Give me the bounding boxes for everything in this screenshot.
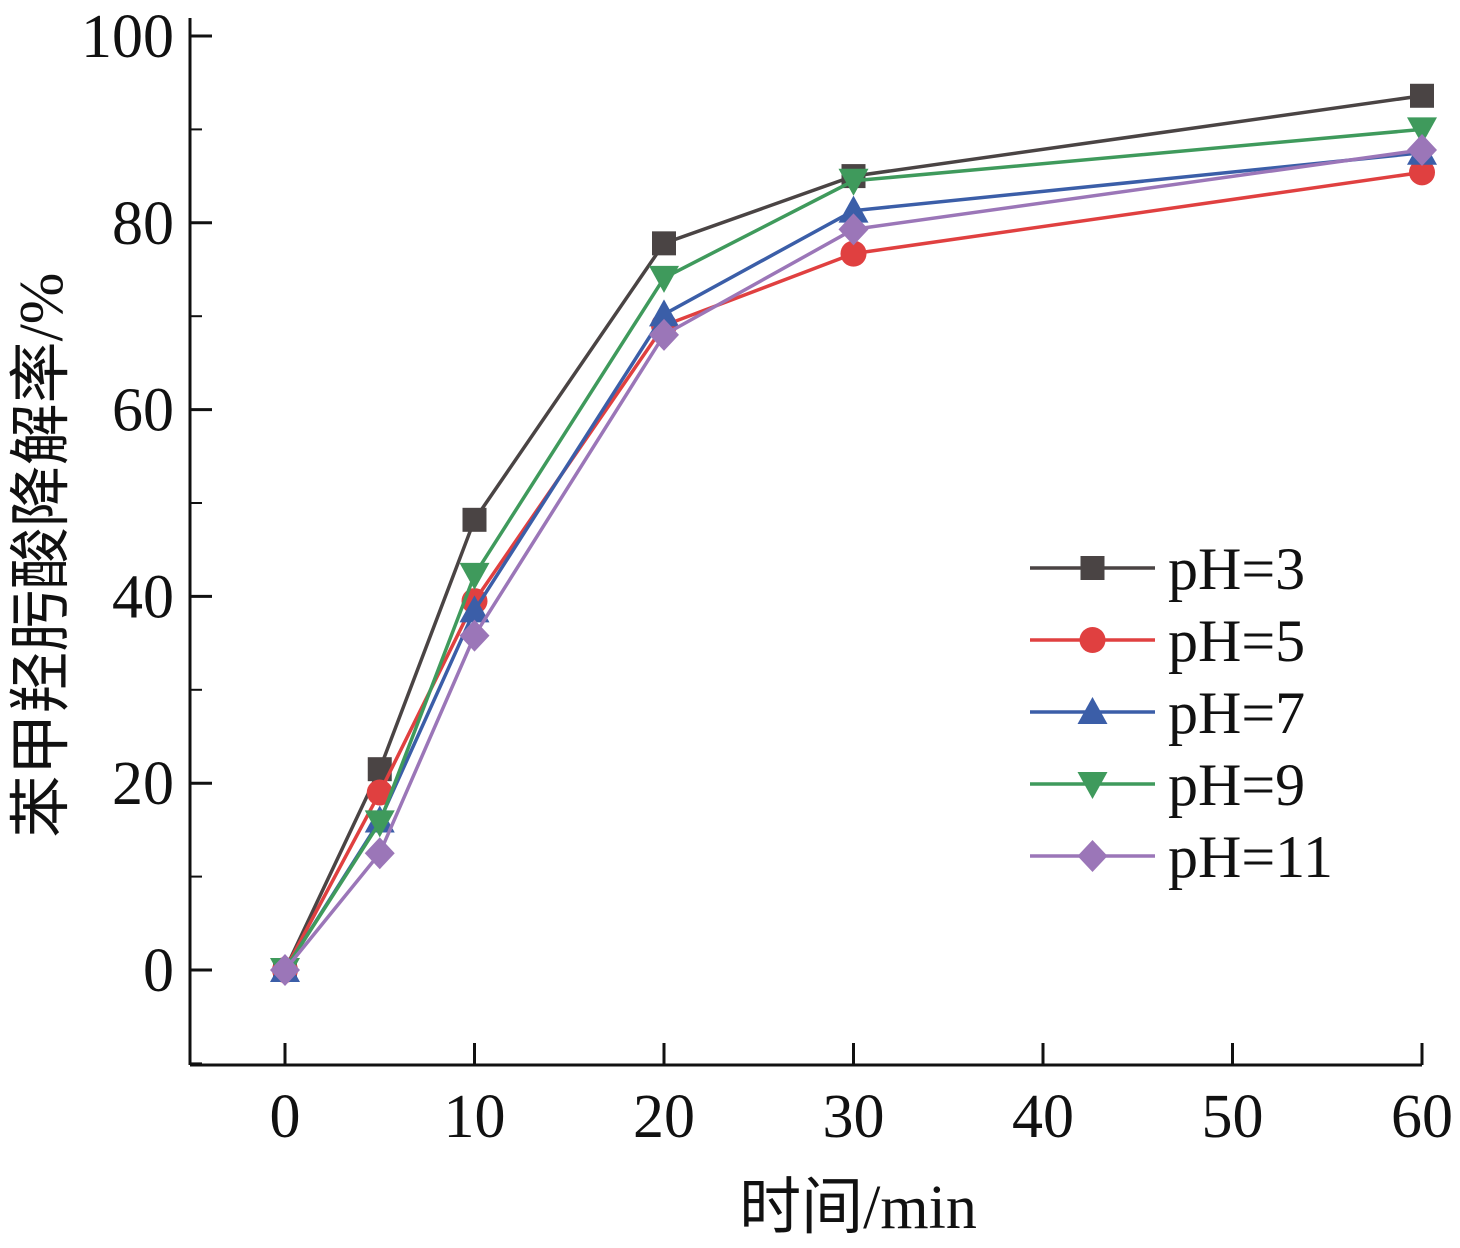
data-point	[1409, 159, 1435, 186]
y-tick-label: 0	[143, 937, 174, 1005]
data-point	[366, 779, 393, 806]
series-line	[283, 148, 1423, 972]
y-axis-title: 苯甲羟肟酸降解率/%	[8, 273, 76, 838]
y-tick-label: 100	[81, 3, 174, 71]
data-point	[270, 954, 300, 986]
x-tick-label: 0	[270, 1083, 301, 1151]
data-point	[838, 195, 869, 223]
y-tick-label: 80	[112, 190, 174, 258]
legend-label: pH=5	[1168, 608, 1305, 674]
data-point	[364, 810, 395, 838]
x-tick-label: 60	[1391, 1083, 1453, 1151]
series-line	[283, 127, 1423, 971]
data-point	[1407, 133, 1437, 166]
legend-label: pH=11	[1168, 824, 1333, 890]
data-point	[649, 265, 679, 293]
y-tick-label: 20	[112, 750, 174, 818]
data-point	[838, 168, 869, 196]
x-tick-label: 20	[633, 1083, 695, 1151]
legend-item: pH=11	[1030, 824, 1333, 890]
legend-item: pH=7	[1030, 680, 1305, 746]
data-point	[649, 299, 679, 327]
x-tick-label: 30	[823, 1083, 885, 1151]
data-point	[459, 562, 490, 590]
data-point	[840, 240, 867, 267]
x-tick-label: 40	[1012, 1083, 1074, 1151]
x-tick-label: 10	[444, 1083, 506, 1151]
data-point	[1410, 83, 1434, 108]
data-point	[649, 318, 679, 351]
legend-marker	[1077, 840, 1108, 872]
legend-label: pH=7	[1168, 680, 1305, 746]
legend-marker	[1077, 697, 1108, 724]
legend-item: pH=3	[1030, 536, 1305, 602]
data-point	[459, 619, 490, 652]
legend-marker	[1080, 556, 1105, 580]
y-tick-label: 40	[112, 563, 174, 631]
data-point	[364, 837, 395, 870]
data-point	[459, 595, 490, 623]
legend-label: pH=9	[1168, 752, 1305, 818]
data-point	[462, 507, 487, 532]
data-point	[838, 213, 869, 246]
legend: pH=3pH=5pH=7pH=9pH=11	[1030, 536, 1333, 890]
legend-item: pH=5	[1030, 608, 1305, 674]
data-point	[652, 231, 676, 256]
series-line	[283, 94, 1423, 971]
legend-marker	[1077, 772, 1108, 799]
series-layer	[270, 83, 1437, 986]
x-tick-label: 50	[1202, 1083, 1264, 1151]
axes: 0 20 40 60 80 100 0 10 20 30 40 50 60	[81, 3, 1453, 1151]
legend-label: pH=3	[1168, 536, 1305, 602]
legend-marker	[1079, 627, 1106, 653]
y-tick-label: 60	[112, 377, 174, 445]
legend-item: pH=9	[1030, 752, 1305, 818]
series-pH=11	[270, 133, 1437, 986]
data-point	[1407, 117, 1437, 145]
x-axis-title: 时间/min	[739, 1174, 977, 1242]
